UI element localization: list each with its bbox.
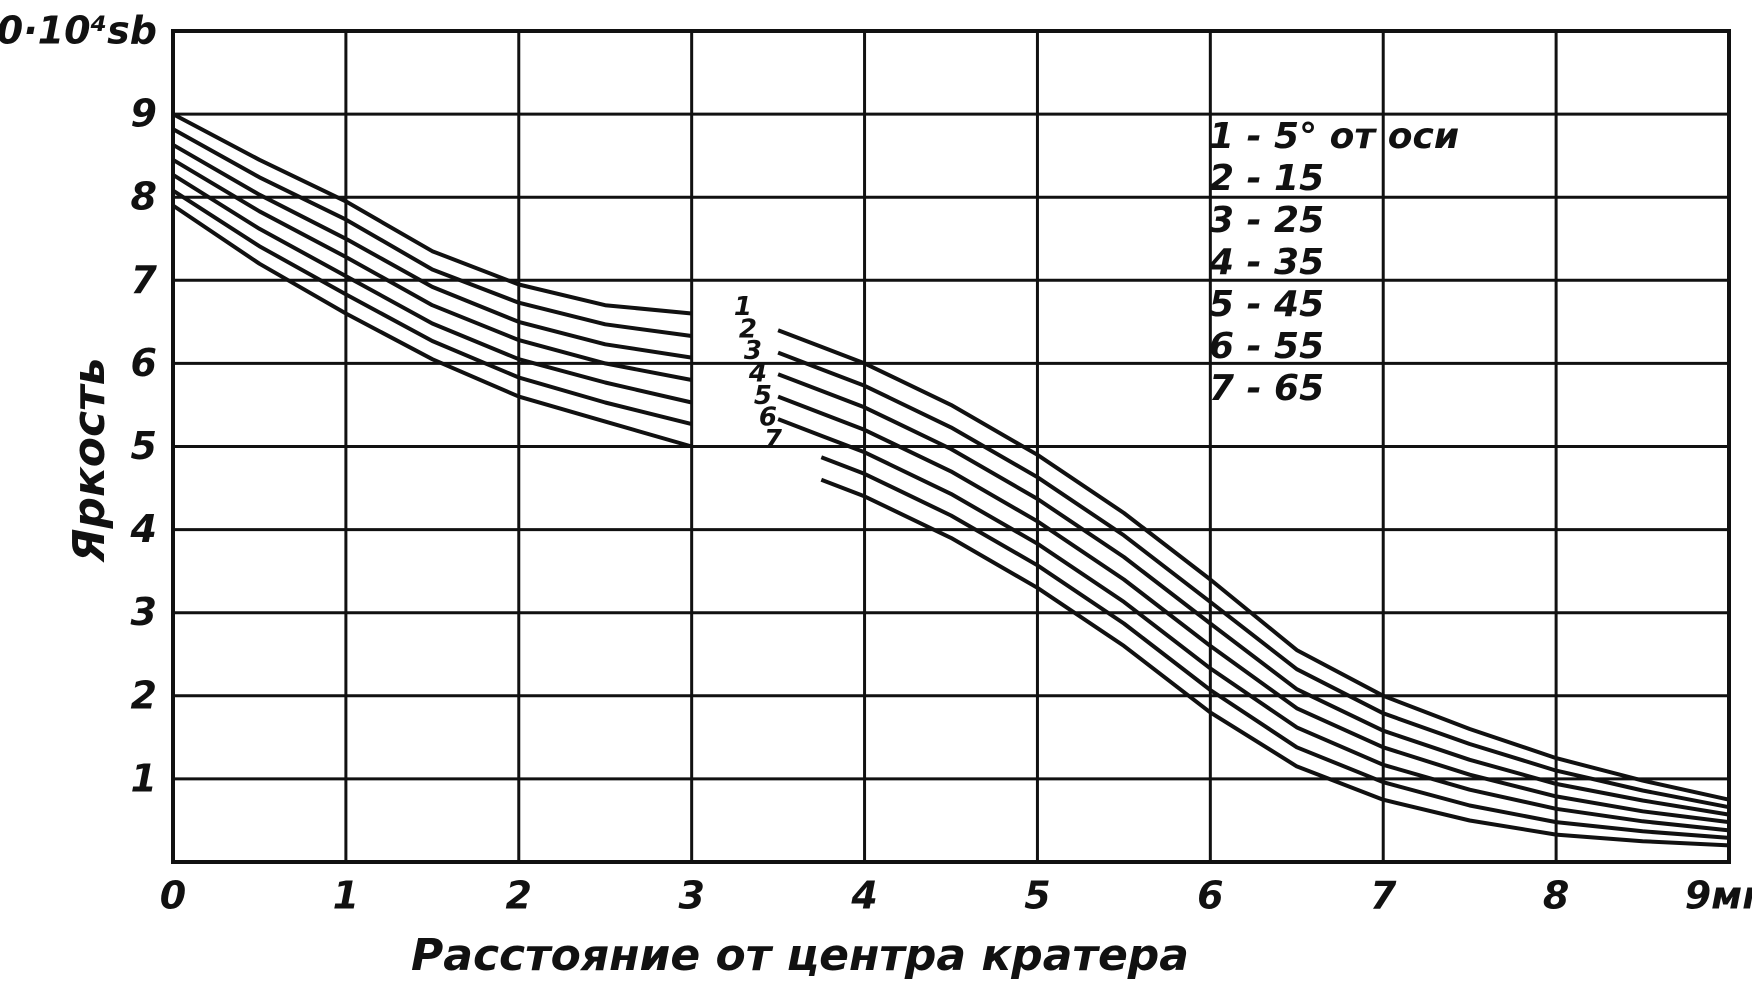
legend-entry: 2 - 15 xyxy=(1209,158,1324,199)
curve-label: 2 xyxy=(739,314,757,344)
legend-entry: 5 - 45 xyxy=(1209,284,1324,325)
x-tick-label: 3 xyxy=(678,874,704,918)
series-line xyxy=(171,203,1730,848)
series-line xyxy=(172,112,1730,802)
curve-label: 4 xyxy=(748,359,767,389)
curve-label: 3 xyxy=(744,336,762,366)
legend-entry: 7 - 65 xyxy=(1209,368,1324,409)
x-tick-label: 1 xyxy=(333,874,359,918)
y-tick-label: 10·10⁴sb xyxy=(0,9,157,53)
y-tick-label: 6 xyxy=(131,341,157,385)
x-tick-label: 8 xyxy=(1543,874,1569,918)
curve-label: 5 xyxy=(754,381,772,411)
series-line xyxy=(171,143,1730,817)
legend-entry: 3 - 25 xyxy=(1209,200,1324,241)
y-tick-label: 2 xyxy=(131,673,157,717)
y-tick-label: 3 xyxy=(131,590,157,634)
y-tick-label: 4 xyxy=(130,507,157,551)
legend-entry: 4 - 35 xyxy=(1208,242,1324,283)
y-tick-label: 9 xyxy=(131,92,157,136)
y-tick-label: 8 xyxy=(131,175,157,219)
x-tick-label: 0 xyxy=(160,874,186,918)
curve-label: 7 xyxy=(764,425,783,455)
x-axis-title: Расстояние от центра кратера xyxy=(411,930,1189,981)
curve-label: 6 xyxy=(759,403,777,433)
series-line xyxy=(171,158,1730,825)
y-axis-title: Яркость xyxy=(64,358,115,564)
y-tick-label: 7 xyxy=(131,258,158,302)
y-tick-label: 5 xyxy=(131,424,157,468)
series-line xyxy=(171,188,1730,840)
series-line xyxy=(171,173,1730,833)
y-tick-label: 1 xyxy=(131,756,157,800)
x-tick-label: 9мм xyxy=(1685,874,1752,918)
curve-label: 1 xyxy=(734,292,752,322)
x-tick-label: 6 xyxy=(1197,874,1223,918)
series-line xyxy=(172,127,1730,810)
x-tick-label: 5 xyxy=(1024,874,1050,918)
x-tick-label: 4 xyxy=(850,874,877,918)
legend-entry: 6 - 55 xyxy=(1209,326,1324,367)
x-tick-label: 7 xyxy=(1370,874,1397,918)
legend-entry: 1 - 5° от оси xyxy=(1209,116,1459,157)
x-tick-label: 2 xyxy=(506,874,532,918)
